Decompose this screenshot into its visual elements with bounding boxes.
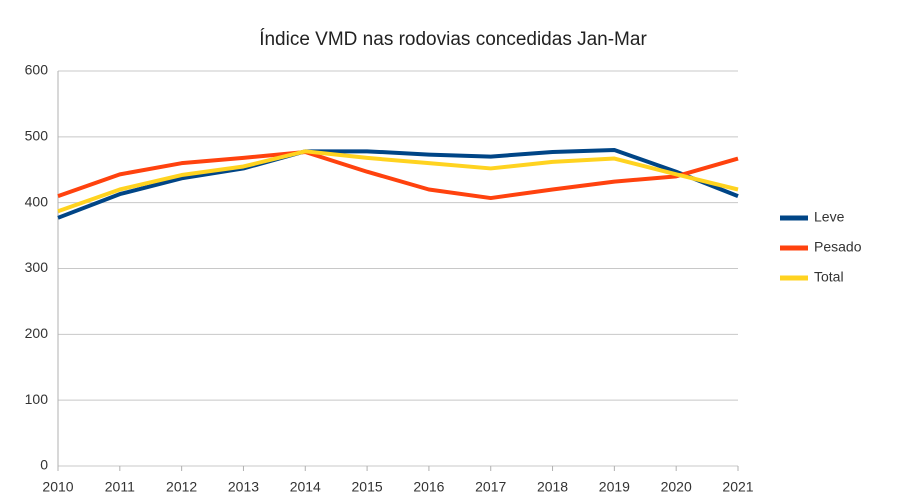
y-tick-label: 500 <box>25 128 49 144</box>
x-tick-label: 2017 <box>475 479 506 495</box>
y-tick-label: 600 <box>25 62 49 78</box>
x-tick-label: 2018 <box>537 479 568 495</box>
y-tick-label: 300 <box>25 259 49 275</box>
x-tick-label: 2015 <box>352 479 383 495</box>
x-tick-label: 2019 <box>599 479 630 495</box>
y-tick-label: 100 <box>25 391 49 407</box>
x-tick-label: 2016 <box>413 479 444 495</box>
y-tick-label: 400 <box>25 193 49 209</box>
x-tick-label: 2020 <box>661 479 692 495</box>
x-tick-label: 2012 <box>166 479 197 495</box>
x-tick-label: 2010 <box>42 479 73 495</box>
legend-label: Pesado <box>814 239 862 255</box>
x-tick-label: 2014 <box>290 479 321 495</box>
x-tick-label: 2021 <box>722 479 753 495</box>
x-tick-label: 2011 <box>105 479 135 495</box>
legend-label: Total <box>814 269 844 285</box>
line-series <box>57 149 739 201</box>
chart-title: Índice VMD nas rodovias concedidas Jan-M… <box>259 29 647 50</box>
y-tick-label: 200 <box>25 325 49 341</box>
line-series <box>57 149 739 214</box>
y-tick-label: 0 <box>40 457 48 473</box>
line-series <box>57 148 739 220</box>
x-tick-label: 2013 <box>228 479 259 495</box>
legend-label: Leve <box>814 209 845 225</box>
